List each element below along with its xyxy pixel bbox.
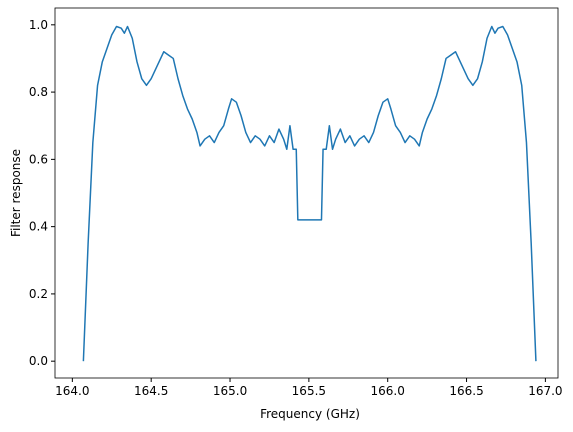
y-tick-label: 0.2	[29, 287, 48, 301]
x-tick-label: 165.5	[292, 384, 326, 398]
data-line	[82, 25, 537, 362]
x-tick-label: 165.0	[213, 384, 247, 398]
y-tick-label: 0.4	[29, 220, 48, 234]
x-tick-label: 167.0	[528, 384, 562, 398]
x-tick-label: 164.0	[55, 384, 89, 398]
x-axis-label: Frequency (GHz)	[260, 407, 360, 421]
y-tick-label: 0.8	[29, 85, 48, 99]
y-tick-label: 1.0	[29, 18, 48, 32]
y-tick-label: 0.6	[29, 152, 48, 166]
plot-frame	[54, 7, 559, 379]
x-tick-label: 166.0	[371, 384, 405, 398]
y-axis-label: Filter response	[9, 149, 23, 237]
y-tick-label: 0.0	[29, 354, 48, 368]
x-tick-label: 166.5	[449, 384, 483, 398]
x-tick-label: 164.5	[134, 384, 168, 398]
